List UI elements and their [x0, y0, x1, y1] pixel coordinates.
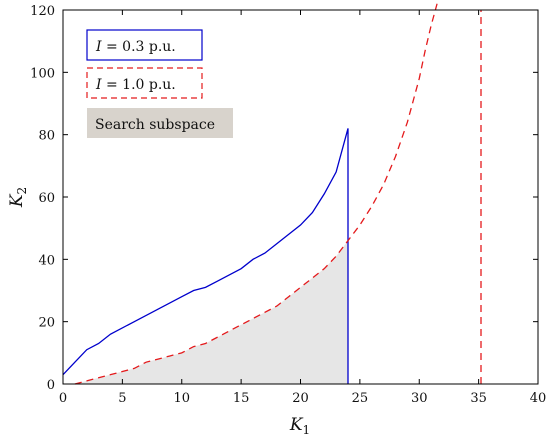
x-tick-label-0: 0	[59, 391, 67, 406]
shaded-search-subspace	[74, 240, 348, 384]
legend-label-2: Search subspace	[95, 117, 215, 133]
legend: I = 0.3 p.u. I = 1.0 p.u. Search subspac…	[86, 29, 233, 138]
x-tick-label-7: 35	[470, 391, 487, 406]
y-tick-label-5: 100	[30, 66, 55, 81]
legend-box-2	[87, 108, 233, 138]
legend-entry-0: I = 0.3 p.u.	[86, 29, 203, 61]
y-axis-label: K2	[7, 187, 29, 208]
x-tick-label-1: 5	[118, 391, 126, 406]
legend-entry-1: I = 1.0 p.u.	[86, 67, 203, 99]
series-line-0	[62, 128, 349, 384]
y-tick-label-6: 120	[30, 4, 55, 19]
x-tick-label-6: 30	[411, 391, 428, 406]
x-tick-label-4: 20	[292, 391, 309, 406]
shaded-region-layer	[74, 240, 348, 384]
x-tick-label-2: 10	[173, 391, 190, 406]
legend-box-0	[86, 29, 203, 61]
x-axis-label: K1	[289, 415, 310, 437]
x-tick-label-5: 25	[352, 391, 369, 406]
legend-label-1: I = 1.0 p.u.	[95, 77, 176, 93]
legend-label-0: I = 0.3 p.u.	[95, 39, 176, 55]
series-line-1	[74, 3, 438, 385]
y-tick-label-3: 60	[38, 191, 55, 206]
y-tick-label-1: 20	[38, 316, 55, 331]
legend-box-1	[86, 67, 203, 99]
series-layer	[62, 3, 482, 385]
y-tick-label-4: 80	[38, 129, 55, 144]
legend-entry-2: Search subspace	[87, 108, 233, 138]
x-tick-label-8: 40	[530, 391, 547, 406]
y-tick-label-2: 40	[38, 253, 55, 268]
y-tick-label-0: 0	[47, 378, 55, 393]
x-ticks: 0 5 10 15 20 25 30 35 40	[59, 10, 546, 406]
y-ticks: 0 20 40 60 80 100 120	[30, 4, 538, 393]
x-tick-label-3: 15	[233, 391, 250, 406]
